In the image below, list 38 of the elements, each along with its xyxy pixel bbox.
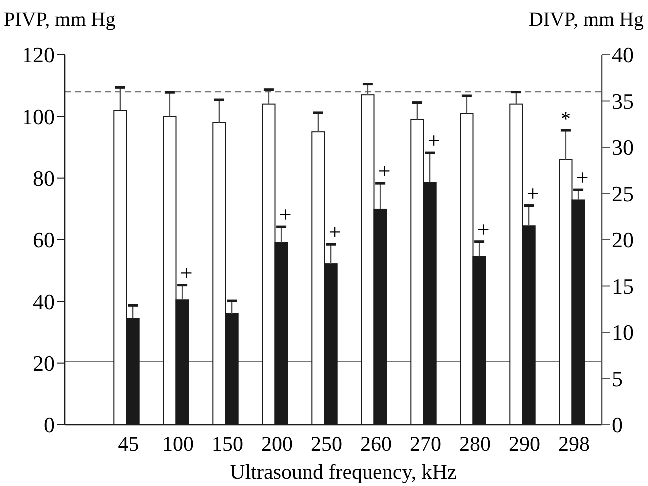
annotation: *	[560, 108, 571, 131]
annotation: +	[378, 158, 391, 184]
annotation: +	[328, 220, 342, 245]
y2-tick-label: 5	[612, 366, 623, 392]
y2-tick-label: 20	[612, 228, 634, 253]
y-tick-label: 100	[22, 104, 55, 130]
y2-axis-title: DIVP, mm Hg	[528, 9, 644, 31]
annotation: +	[576, 165, 589, 190]
x-tick-label: 200	[262, 432, 293, 456]
y-tick-label: 20	[33, 351, 55, 376]
y2-tick-label: 30	[612, 135, 634, 160]
y-tick-label: 40	[33, 289, 55, 314]
x-tick-label: 298	[558, 432, 590, 456]
x-axis-title: Ultrasound frequency, kHz	[230, 460, 457, 484]
y-tick-label: 80	[33, 166, 55, 192]
annotation: +	[477, 216, 490, 242]
x-tick-label: 45	[118, 432, 140, 456]
y-axis-title: PIVP, mm Hg	[4, 9, 116, 31]
x-tick-label: 100	[162, 432, 194, 456]
x-tick-label: 250	[311, 432, 342, 456]
y-tick-label: 0	[44, 412, 55, 438]
y-tick-label: 60	[33, 228, 55, 253]
x-tick-label: 270	[410, 432, 442, 456]
y2-tick-label: 15	[612, 274, 634, 299]
y2-tick-label: 10	[612, 320, 634, 346]
annotation: +	[526, 180, 540, 206]
x-tick-label: 260	[360, 432, 392, 456]
y2-tick-label: 25	[612, 181, 634, 206]
y2-tick-label: 0	[612, 412, 623, 438]
annotation: +	[180, 260, 193, 286]
annotation: +	[279, 202, 292, 228]
x-tick-label: 290	[509, 432, 540, 456]
annotation: +	[428, 128, 440, 154]
y-tick-label: 120	[22, 42, 55, 68]
x-tick-label: 280	[460, 432, 491, 456]
x-tick-label: 150	[212, 432, 244, 456]
y2-tick-label: 35	[612, 88, 634, 114]
y2-tick-label: 40	[612, 42, 634, 68]
